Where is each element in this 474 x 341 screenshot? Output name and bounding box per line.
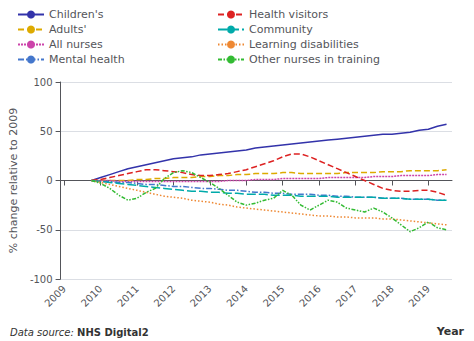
svg-text:50: 50 <box>40 126 53 137</box>
svg-text:Other nurses in training: Other nurses in training <box>249 53 380 66</box>
svg-text:Data source:: Data source: <box>10 327 77 338</box>
svg-text:Adults': Adults' <box>49 23 86 36</box>
svg-text:2013: 2013 <box>188 283 214 309</box>
svg-text:Children's: Children's <box>49 8 104 21</box>
svg-text:Community: Community <box>249 23 313 36</box>
svg-text:2019: 2019 <box>406 283 432 309</box>
svg-text:2011: 2011 <box>115 283 141 309</box>
svg-text:2016: 2016 <box>297 283 323 309</box>
svg-text:Learning disabilities: Learning disabilities <box>249 38 359 51</box>
svg-text:Mental health: Mental health <box>49 53 125 66</box>
svg-text:2009: 2009 <box>42 283 68 309</box>
svg-text:2014: 2014 <box>224 283 250 309</box>
svg-text:Health visitors: Health visitors <box>249 8 329 21</box>
svg-text:% change relative to 2009: % change relative to 2009 <box>7 108 20 253</box>
svg-text:2012: 2012 <box>152 283 178 309</box>
svg-text:2015: 2015 <box>261 283 287 309</box>
svg-text:2018: 2018 <box>370 283 396 309</box>
svg-text:Year: Year <box>436 325 465 338</box>
svg-text:2010: 2010 <box>79 283 105 309</box>
svg-text:NHS Digital2: NHS Digital2 <box>77 327 149 338</box>
svg-text:-100: -100 <box>30 274 53 285</box>
svg-text:0: 0 <box>46 175 52 186</box>
svg-text:100: 100 <box>34 77 53 88</box>
svg-text:All nurses: All nurses <box>49 38 103 51</box>
svg-text:-50: -50 <box>36 224 52 235</box>
svg-text:2017: 2017 <box>334 283 360 309</box>
